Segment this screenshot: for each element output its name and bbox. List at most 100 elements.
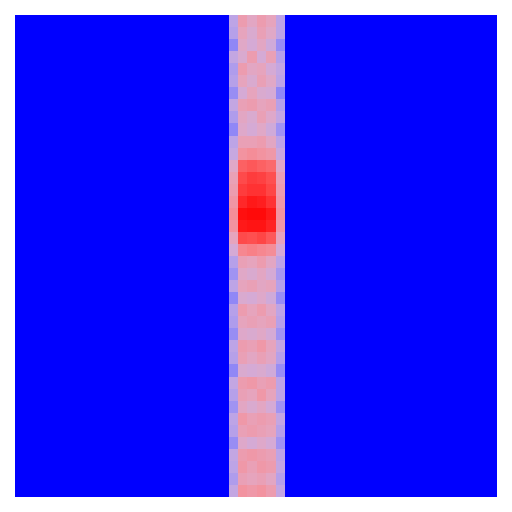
heatmap-cell (238, 316, 248, 329)
heatmap-cell (247, 377, 257, 390)
heatmap-cell (247, 256, 257, 269)
heatmap-cell (229, 87, 239, 100)
heatmap-cell (15, 99, 229, 112)
heatmap-cell (257, 461, 267, 474)
heatmap-cell (276, 123, 286, 136)
heatmap-cell (257, 244, 267, 257)
heatmap-cell (229, 63, 239, 76)
heatmap-cell (238, 99, 248, 112)
heatmap-cell (238, 485, 248, 497)
heatmap-cell (238, 136, 248, 149)
heatmap-cell (257, 328, 267, 341)
heatmap-cell (238, 220, 248, 233)
heatmap-cell (276, 389, 286, 402)
heatmap-cell (257, 63, 267, 76)
heatmap-cell (15, 401, 229, 414)
heatmap-cell (229, 268, 239, 281)
heatmap-cell (247, 75, 257, 88)
heatmap-cell (247, 63, 257, 76)
heatmap-cell (276, 232, 286, 245)
heatmap-cell (257, 304, 267, 317)
heatmap-cell (285, 449, 497, 462)
heatmap-cell (266, 148, 276, 161)
heatmap-cell (266, 136, 276, 149)
heatmap-cell (276, 364, 286, 377)
heatmap-cell (257, 220, 267, 233)
heatmap-cell (15, 485, 229, 497)
heatmap-cell (247, 184, 257, 197)
heatmap-cell (238, 196, 248, 209)
heatmap-cell (257, 485, 267, 497)
heatmap-cell (229, 473, 239, 486)
heatmap-cell (266, 461, 276, 474)
heatmap-cell (285, 99, 497, 112)
heatmap-cell (229, 413, 239, 426)
heatmap-cell (229, 75, 239, 88)
heatmap-cell (257, 316, 267, 329)
heatmap-cell (276, 461, 286, 474)
heatmap-cell (247, 473, 257, 486)
heatmap-cell (266, 292, 276, 305)
heatmap-cell (285, 328, 497, 341)
heatmap-cell (229, 99, 239, 112)
heatmap-cell (238, 232, 248, 245)
heatmap-cell (266, 39, 276, 52)
heatmap-cell (276, 111, 286, 124)
heatmap-cell (238, 148, 248, 161)
heatmap-cell (257, 449, 267, 462)
heatmap-cell (238, 208, 248, 221)
heatmap-cell (247, 304, 257, 317)
heatmap-cell (15, 449, 229, 462)
heatmap-cell (229, 220, 239, 233)
heatmap-cell (247, 280, 257, 293)
heatmap-cell (15, 15, 229, 28)
heatmap-cell (285, 389, 497, 402)
heatmap-cell (15, 425, 229, 438)
heatmap-cell (247, 316, 257, 329)
heatmap-cell (257, 413, 267, 426)
heatmap-cell (257, 184, 267, 197)
heatmap-cell (266, 389, 276, 402)
heatmap-cell (276, 15, 286, 28)
heatmap-cell (257, 280, 267, 293)
heatmap-cell (229, 15, 239, 28)
heatmap-cell (285, 401, 497, 414)
heatmap-cell (285, 461, 497, 474)
heatmap-cell (266, 196, 276, 209)
heatmap-cell (257, 51, 267, 64)
heatmap-cell (257, 136, 267, 149)
heatmap-cell (266, 75, 276, 88)
heatmap-cell (15, 473, 229, 486)
heatmap-cell (285, 485, 497, 497)
heatmap-cell (285, 123, 497, 136)
heatmap-cell (247, 111, 257, 124)
heatmap-cell (276, 256, 286, 269)
heatmap-cell (285, 425, 497, 438)
heatmap-cell (285, 220, 497, 233)
heatmap-cell (285, 15, 497, 28)
heatmap-cell (229, 352, 239, 365)
heatmap-cell (285, 63, 497, 76)
heatmap-cell (247, 87, 257, 100)
heatmap-cell (276, 352, 286, 365)
heatmap-cell (238, 437, 248, 450)
heatmap-cell (257, 437, 267, 450)
heatmap-cell (238, 27, 248, 40)
heatmap-cell (229, 316, 239, 329)
heatmap-cell (257, 87, 267, 100)
heatmap-cell (15, 87, 229, 100)
heatmap-cell (15, 280, 229, 293)
heatmap-cell (15, 437, 229, 450)
heatmap-cell (229, 256, 239, 269)
heatmap-cell (229, 244, 239, 257)
heatmap-cell (266, 449, 276, 462)
heatmap-cell (247, 340, 257, 353)
heatmap-cell (15, 316, 229, 329)
heatmap-cell (229, 232, 239, 245)
heatmap-cell (229, 111, 239, 124)
heatmap-cell (285, 244, 497, 257)
heatmap-cell (266, 340, 276, 353)
heatmap-cell (266, 15, 276, 28)
heatmap-cell (247, 292, 257, 305)
heatmap-cell (276, 75, 286, 88)
